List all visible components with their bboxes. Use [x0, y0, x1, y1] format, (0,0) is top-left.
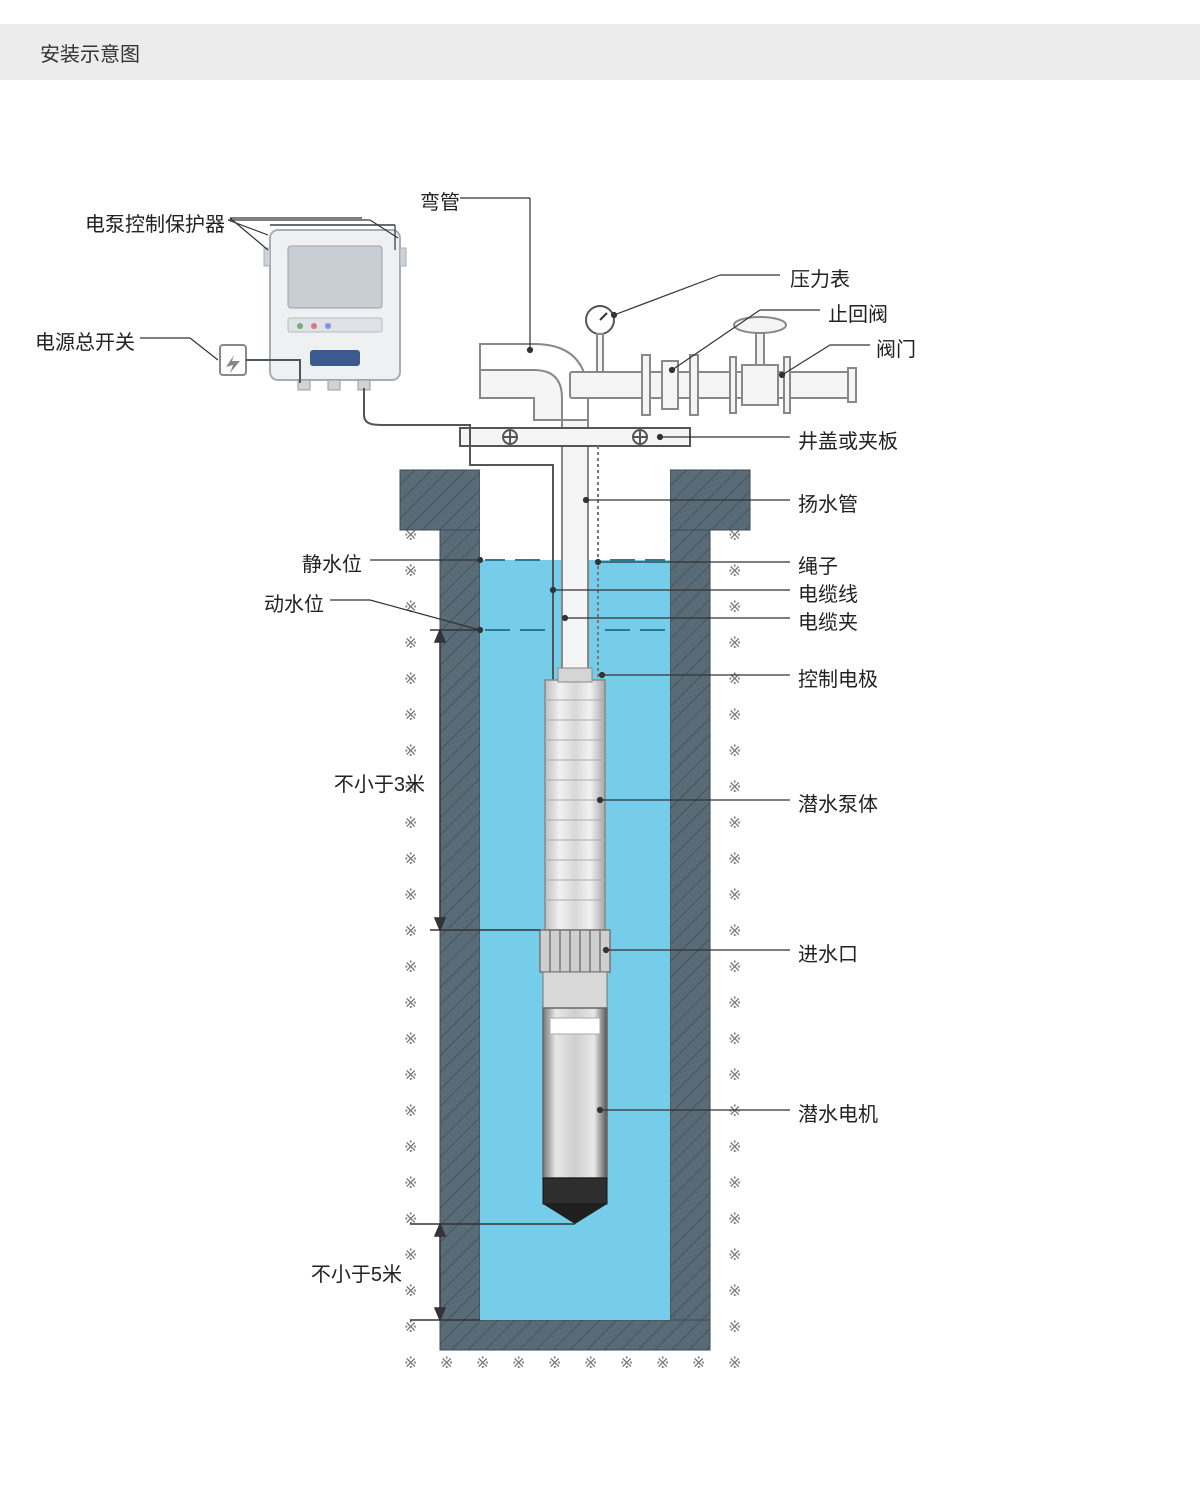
label-riser-pipe: 扬水管: [798, 488, 858, 517]
label-inlet: 进水口: [798, 938, 858, 967]
label-pressure-gauge: 压力表: [790, 263, 850, 292]
label-min-3m: 不小于3米: [334, 768, 425, 797]
label-static-level: 静水位: [302, 548, 362, 577]
page-title: 安装示意图: [40, 38, 140, 67]
pump-body-icon: [545, 668, 605, 930]
controller-box-icon: [264, 230, 406, 390]
power-switch-icon: [220, 345, 246, 375]
label-pump-body: 潜水泵体: [798, 788, 878, 817]
header-bar: 安装示意图: [0, 24, 1200, 80]
label-motor: 潜水电机: [798, 1098, 878, 1127]
label-controller: 电泵控制保护器: [85, 208, 225, 237]
label-min-5m: 不小于5米: [311, 1258, 402, 1287]
label-cable: 电缆线: [798, 578, 858, 607]
label-valve: 阀门: [876, 333, 916, 362]
label-control-electrode: 控制电极: [798, 663, 878, 692]
label-rope: 绳子: [798, 550, 838, 579]
motor-icon: [543, 972, 607, 1224]
pressure-gauge-icon: [586, 306, 614, 372]
label-main-switch: 电源总开关: [35, 326, 135, 355]
installation-diagram: ※: [0, 120, 1200, 1480]
inlet-icon: [540, 930, 610, 972]
label-bend-pipe: 弯管: [420, 186, 460, 215]
label-dynamic-level: 动水位: [264, 588, 324, 617]
label-well-cover: 井盖或夹板: [798, 425, 898, 454]
label-cable-clip: 电缆夹: [798, 606, 858, 635]
diagram-svg: ※: [0, 120, 1200, 1480]
label-check-valve: 止回阀: [828, 298, 888, 327]
page: 安装示意图 ※: [0, 0, 1200, 1500]
